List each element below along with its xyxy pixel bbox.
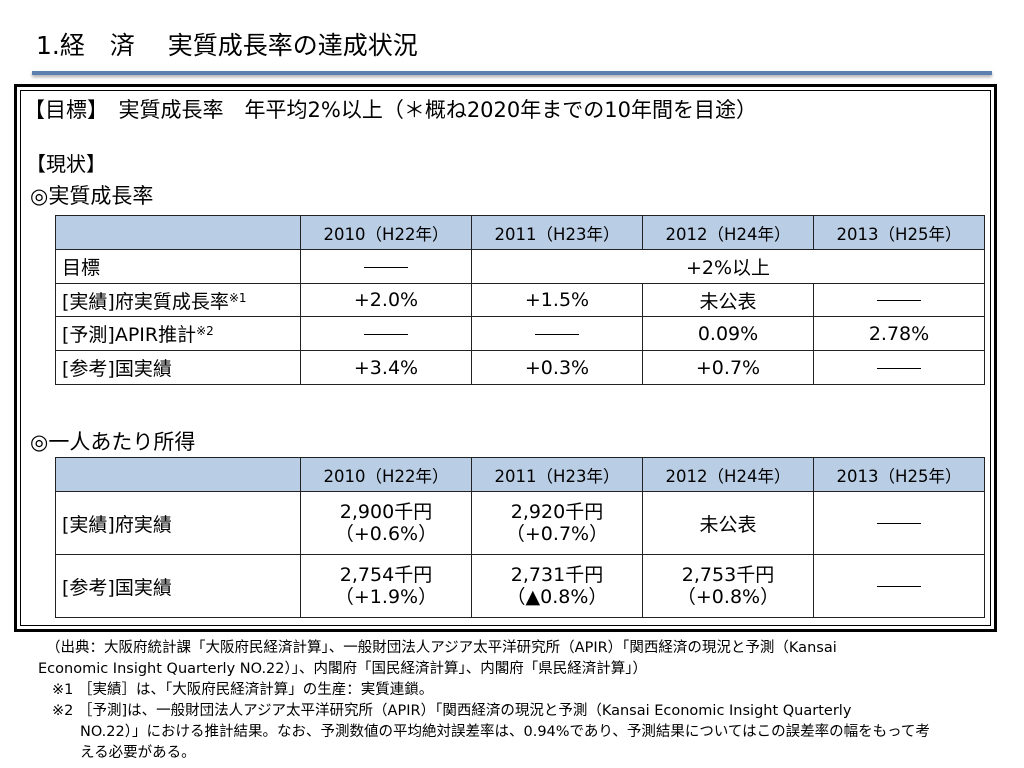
cell-value: 未公表 — [642, 491, 814, 555]
growth-section-heading: ◎実質成長率 — [30, 184, 154, 208]
cell-value: 0.09% — [642, 316, 814, 351]
table-row: 目標 +2%以上 — [55, 249, 985, 284]
value-main: 2,920千円 — [510, 501, 604, 523]
cell-value: 未公表 — [642, 283, 814, 317]
table-header-row: 2010（H22年） 2011（H23年） 2012（H24年） 2013（H2… — [55, 215, 985, 250]
table-row: [予測]APIR推計※2 0.09% 2.78% — [55, 316, 985, 351]
cell-value: 2,900千円 （+0.6%） — [300, 491, 472, 555]
footnote-2-continued: NO.22）」における推計結果。なお、予測数値の平均絶対誤差率は、0.94%であ… — [80, 724, 930, 740]
row-label-forecast: [予測]APIR推計※2 — [55, 316, 301, 351]
column-header-2011: 2011（H23年） — [471, 457, 643, 492]
table-header-row: 2010（H22年） 2011（H23年） 2012（H24年） 2013（H2… — [55, 457, 985, 492]
row-label-target: 目標 — [55, 249, 301, 284]
row-label-national: [参考]国実績 — [55, 554, 301, 618]
cell-value: 2,753千円 （+0.8%） — [642, 554, 814, 618]
cell-value: +2.0% — [300, 283, 472, 317]
income-section-heading: ◎一人あたり所得 — [30, 430, 196, 454]
dash-mark — [877, 586, 921, 587]
dash-mark — [364, 266, 408, 268]
footnote-marker: ※1 — [228, 290, 247, 305]
column-header-2010: 2010（H22年） — [300, 457, 472, 492]
source-line: （出典：大阪府統計課「大阪府民経済計算」、一般財団法人アジア太平洋研究所（API… — [46, 640, 837, 656]
value-change: （+0.7%） — [505, 523, 609, 545]
cell-value: +1.5% — [471, 283, 643, 317]
row-label-actual: [実績]府実績 — [55, 491, 301, 555]
cell-empty — [300, 249, 472, 284]
footnote-2-continued: える必要がある。 — [80, 745, 196, 761]
column-header-2013: 2013（H25年） — [813, 215, 985, 250]
dash-mark — [535, 333, 579, 335]
content-frame — [14, 84, 997, 632]
page-title: 1.経 済 実質成長率の達成状況 — [36, 31, 418, 60]
value-main: 2,731千円 — [510, 564, 604, 586]
footnotes: （出典：大阪府統計課「大阪府民経済計算」、一般財団法人アジア太平洋研究所（API… — [38, 638, 998, 764]
value-main: 2,754千円 — [339, 564, 433, 586]
row-label-text: [予測]APIR推計 — [62, 324, 197, 346]
row-label-actual: [実績]府実質成長率※1 — [55, 283, 301, 317]
column-header-2010: 2010（H22年） — [300, 215, 472, 250]
cell-value: +0.7% — [642, 350, 814, 385]
cell-value: 2,731千円 （▲0.8%） — [471, 554, 643, 618]
source-line: Economic Insight Quarterly NO.22）」、内閣府「国… — [38, 661, 648, 677]
cell-empty — [300, 316, 472, 351]
dash-mark — [877, 523, 921, 524]
status-label: 【現状】 — [26, 152, 106, 176]
value-change: （+1.9%） — [334, 586, 438, 608]
dash-mark — [364, 333, 408, 335]
cell-value: 2.78% — [813, 316, 985, 351]
cell-empty — [471, 316, 643, 351]
cell-value: +0.3% — [471, 350, 643, 385]
header-blank-cell — [55, 215, 301, 250]
target-merged-value: +2%以上 — [471, 249, 985, 284]
table-row: [実績]府実質成長率※1 +2.0% +1.5% 未公表 — [55, 283, 985, 317]
goal-statement: 【目標】 実質成長率 年平均2%以上（＊概ね2020年までの10年間を目途） — [24, 98, 757, 122]
cell-empty — [813, 554, 985, 618]
value-main: 2,900千円 — [339, 501, 433, 523]
dash-mark — [877, 367, 921, 369]
footnote-2: ※2 ［予測]は、一般財団法人アジア太平洋研究所（APIR）「関西経済の現況と予… — [52, 703, 852, 719]
row-label-text: [実績]府実質成長率 — [62, 290, 229, 313]
column-header-2012: 2012（H24年） — [642, 457, 814, 492]
table-row: [実績]府実績 2,900千円 （+0.6%） 2,920千円 （+0.7%） … — [55, 491, 985, 555]
cell-empty — [813, 350, 985, 385]
table-row: [参考]国実績 +3.4% +0.3% +0.7% — [55, 350, 985, 385]
income-table: 2010（H22年） 2011（H23年） 2012（H24年） 2013（H2… — [55, 457, 985, 618]
growth-table: 2010（H22年） 2011（H23年） 2012（H24年） 2013（H2… — [55, 215, 985, 385]
value-change: （+0.6%） — [334, 523, 438, 545]
value-change: （+0.8%） — [676, 586, 780, 608]
value-main: 2,753千円 — [681, 564, 775, 586]
value-change: （▲0.8%） — [506, 586, 608, 608]
cell-empty — [813, 283, 985, 317]
column-header-2012: 2012（H24年） — [642, 215, 814, 250]
cell-value: 2,920千円 （+0.7%） — [471, 491, 643, 555]
header-blank-cell — [55, 457, 301, 492]
column-header-2011: 2011（H23年） — [471, 215, 643, 250]
column-header-2013: 2013（H25年） — [813, 457, 985, 492]
cell-value: +3.4% — [300, 350, 472, 385]
cell-value: 2,754千円 （+1.9%） — [300, 554, 472, 618]
title-underline — [32, 71, 992, 75]
footnote-marker: ※2 — [196, 324, 214, 338]
row-label-national: [参考]国実績 — [55, 350, 301, 385]
cell-empty — [813, 491, 985, 555]
footnote-1: ※1 ［実績］は、「大阪府民経済計算」の生産：実質連鎖。 — [52, 682, 434, 698]
dash-mark — [877, 300, 921, 301]
content-frame-inner — [20, 90, 991, 626]
table-row: [参考]国実績 2,754千円 （+1.9%） 2,731千円 （▲0.8%） … — [55, 554, 985, 618]
